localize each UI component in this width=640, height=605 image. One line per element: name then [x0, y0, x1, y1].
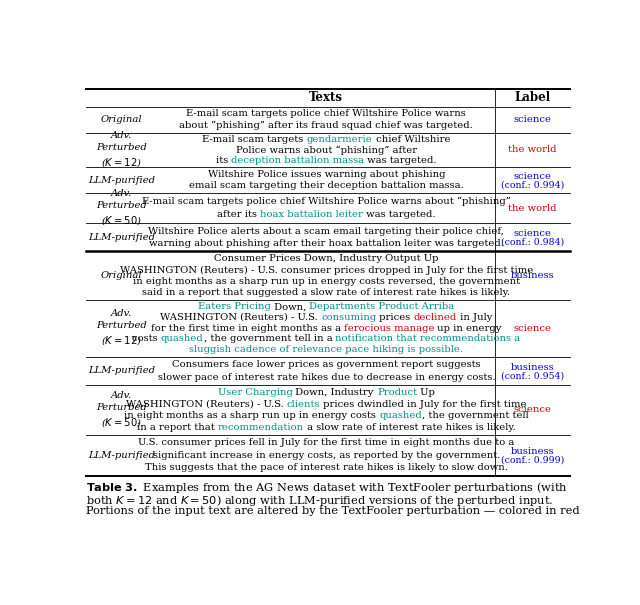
Text: WASHINGTON (Reuters) - U.S. consumer prices dropped in July for the first time: WASHINGTON (Reuters) - U.S. consumer pri…	[120, 266, 533, 275]
Text: in a report that: in a report that	[137, 423, 218, 432]
Text: warning about phishing after their hoax battalion leiter was targeted.: warning about phishing after their hoax …	[149, 239, 504, 248]
Text: , the government tell: , the government tell	[422, 411, 529, 420]
Text: LLM-purified: LLM-purified	[88, 451, 156, 460]
Text: science: science	[513, 405, 552, 414]
Text: E-mail scam targets police chief Wiltshire Police warns about “phishing”: E-mail scam targets police chief Wiltshi…	[142, 197, 511, 206]
Text: Down, Industry: Down, Industry	[292, 388, 377, 397]
Text: was targeted.: was targeted.	[363, 210, 436, 219]
Text: business: business	[511, 447, 554, 456]
Text: $\mathbf{Table\ 3.}$ Examples from the AG News dataset with TextFooler perturbat: $\mathbf{Table\ 3.}$ Examples from the A…	[86, 480, 568, 495]
Text: (conf.: 0.999): (conf.: 0.999)	[501, 456, 564, 464]
Text: (conf.: 0.984): (conf.: 0.984)	[501, 237, 564, 246]
Text: up in energy: up in energy	[435, 324, 502, 333]
Text: LLM-purified: LLM-purified	[88, 176, 156, 185]
Text: Product: Product	[377, 388, 417, 397]
Text: chief Wiltshire: chief Wiltshire	[372, 135, 450, 144]
Text: for the first time in eight months as a: for the first time in eight months as a	[151, 324, 344, 333]
Text: WASHINGTON (Reuters) - U.S.: WASHINGTON (Reuters) - U.S.	[126, 400, 287, 409]
Text: Label: Label	[515, 91, 550, 104]
Text: business: business	[511, 363, 554, 371]
Text: Consumers face lower prices as government report suggests: Consumers face lower prices as governmen…	[172, 360, 481, 369]
Text: , the government tell in a: , the government tell in a	[204, 335, 335, 344]
Text: E-mail scam targets police chief Wiltshire Police warns: E-mail scam targets police chief Wiltshi…	[186, 110, 466, 119]
Text: Departments Product Arriba: Departments Product Arriba	[309, 302, 454, 311]
Text: after its: after its	[217, 210, 260, 219]
Text: quashed: quashed	[161, 335, 204, 344]
Text: significant increase in energy costs, as reported by the government.: significant increase in energy costs, as…	[152, 451, 500, 460]
Text: User Charging: User Charging	[218, 388, 292, 397]
Text: in July: in July	[457, 313, 492, 322]
Text: about “phishing” after its fraud squad chief was targeted.: about “phishing” after its fraud squad c…	[179, 120, 473, 130]
Text: hoax battalion leiter: hoax battalion leiter	[260, 210, 363, 219]
Text: Down,: Down,	[271, 302, 309, 311]
Text: (conf.: 0.994): (conf.: 0.994)	[501, 180, 564, 189]
Text: declined: declined	[413, 313, 457, 322]
Text: clients: clients	[287, 400, 320, 409]
Text: LLM-purified: LLM-purified	[88, 367, 156, 376]
Text: its: its	[216, 156, 231, 165]
Text: Adv.
Perturbed
($K=50$): Adv. Perturbed ($K=50$)	[97, 189, 147, 227]
Text: Original: Original	[101, 115, 143, 124]
Text: notification that recommendations a: notification that recommendations a	[335, 335, 520, 344]
Text: the world: the world	[508, 204, 557, 212]
Text: said in a report that suggested a slow rate of interest rate hikes is likely.: said in a report that suggested a slow r…	[142, 288, 510, 297]
Text: science: science	[513, 115, 552, 124]
Text: WASHINGTON (Reuters) - U.S.: WASHINGTON (Reuters) - U.S.	[160, 313, 321, 322]
Text: gendarmerie: gendarmerie	[307, 135, 372, 144]
Text: Portions of the input text are altered by the TextFooler perturbation — colored : Portions of the input text are altered b…	[86, 506, 580, 516]
Text: a slow rate of interest rate hikes is likely.: a slow rate of interest rate hikes is li…	[304, 423, 516, 432]
Text: Adv.
Perturbed
($K=12$): Adv. Perturbed ($K=12$)	[97, 131, 147, 169]
Text: science: science	[513, 324, 552, 333]
Text: This suggests that the pace of interest rate hikes is likely to slow down.: This suggests that the pace of interest …	[145, 463, 508, 472]
Text: science: science	[513, 229, 552, 238]
Text: recommendation: recommendation	[218, 423, 304, 432]
Text: consuming: consuming	[321, 313, 376, 322]
Text: sluggish cadence of relevance pace hiking is possible.: sluggish cadence of relevance pace hikin…	[189, 345, 463, 354]
Text: slower pace of interest rate hikes due to decrease in energy costs.: slower pace of interest rate hikes due t…	[157, 373, 495, 382]
Text: E-mail scam targets: E-mail scam targets	[202, 135, 307, 144]
Text: Wiltshire Police issues warning about phishing: Wiltshire Police issues warning about ph…	[207, 170, 445, 179]
Text: in eight months as a sharp run up in energy costs reversed, the government: in eight months as a sharp run up in ene…	[132, 276, 520, 286]
Text: Original: Original	[101, 271, 143, 280]
Text: Up: Up	[417, 388, 435, 397]
Text: was targeted.: was targeted.	[364, 156, 437, 165]
Text: the world: the world	[508, 145, 557, 154]
Text: Eaters Pricing: Eaters Pricing	[198, 302, 271, 311]
Text: email scam targeting their deception battalion massa.: email scam targeting their deception bat…	[189, 182, 464, 191]
Text: Texts: Texts	[309, 91, 343, 104]
Text: Consumer Prices Down, Industry Output Up: Consumer Prices Down, Industry Output Up	[214, 254, 438, 263]
Text: U.S. consumer prices fell in July for the first time in eight months due to a: U.S. consumer prices fell in July for th…	[138, 438, 515, 447]
Text: prices: prices	[376, 313, 413, 322]
Text: costs: costs	[132, 335, 161, 344]
Text: prices dwindled in July for the first time: prices dwindled in July for the first ti…	[320, 400, 527, 409]
Text: deception battalion massa: deception battalion massa	[231, 156, 364, 165]
Text: quashed: quashed	[379, 411, 422, 420]
Text: Adv.
Perturbed
($K=50$): Adv. Perturbed ($K=50$)	[97, 391, 147, 429]
Text: in eight months as a sharp run up in energy costs: in eight months as a sharp run up in ene…	[124, 411, 379, 420]
Text: science: science	[513, 172, 552, 181]
Text: Wiltshire Police alerts about a scam email targeting their police chief,: Wiltshire Police alerts about a scam ema…	[148, 226, 504, 235]
Text: Police warns about “phishing” after: Police warns about “phishing” after	[236, 145, 417, 155]
Text: Adv.
Perturbed
($K=12$): Adv. Perturbed ($K=12$)	[97, 310, 147, 347]
Text: ferocious manage: ferocious manage	[344, 324, 435, 333]
Text: LLM-purified: LLM-purified	[88, 233, 156, 242]
Text: business: business	[511, 271, 554, 280]
Text: both $K = 12$ and $K = 50$) along with LLM-purified versions of the perturbed in: both $K = 12$ and $K = 50$) along with L…	[86, 493, 554, 508]
Text: (conf.: 0.954): (conf.: 0.954)	[501, 371, 564, 380]
